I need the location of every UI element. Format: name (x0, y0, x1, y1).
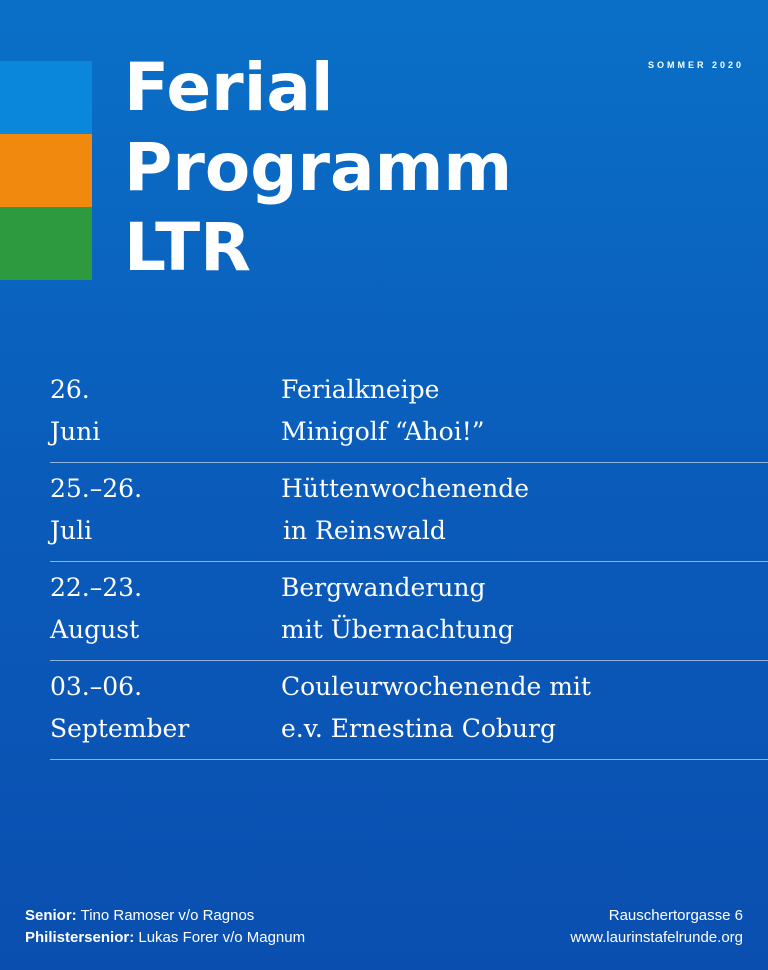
event-title-line-2: e.v. Ernestina Coburg (281, 714, 556, 743)
event-date-day: 22.–23. (50, 573, 143, 602)
event-title-line-2: Minigolf “Ahoi!” (281, 417, 485, 446)
philistersenior-label: Philistersenior: (25, 929, 135, 946)
event-title-line-2: in Reinswald (283, 516, 446, 545)
event-date-month: August (50, 615, 140, 644)
event-date: 03.–06. September (50, 666, 270, 750)
event-date-day: 03.–06. (50, 672, 143, 701)
page-title: Ferial Programm LTR (124, 48, 604, 288)
event-title: Ferialkneipe Minigolf “Ahoi!” (281, 369, 761, 453)
senior-row: Senior: Tino Ramoser v/o Ragnos (25, 905, 305, 927)
event-date: 22.–23. August (50, 567, 270, 651)
event-title-line-1: Couleurwochenende mit (281, 672, 591, 701)
event-title: Couleurwochenende mit e.v. Ernestina Cob… (281, 666, 761, 750)
street-address: Rauschertorgasse 6 (608, 907, 743, 924)
event-title-line-1: Hüttenwochenende (281, 474, 530, 503)
event-row: 22.–23. August Bergwanderung mit Übernac… (50, 562, 768, 661)
senior-name: Tino Ramoser v/o Ragnos (80, 907, 255, 924)
orange-color-stripe (0, 134, 92, 207)
footer-contacts: Senior: Tino Ramoser v/o Ragnos Philiste… (25, 905, 305, 949)
event-title-line-2: mit Übernachtung (281, 615, 514, 644)
event-title-line-1: Bergwanderung (281, 573, 486, 602)
event-title-line-1: Ferialkneipe (281, 375, 440, 404)
event-date-month: Juni (50, 417, 101, 446)
senior-label: Senior: (25, 907, 77, 924)
season-label: SOMMER 2020 (647, 60, 744, 70)
green-color-stripe (0, 207, 92, 280)
event-date-month: September (50, 714, 190, 743)
event-list: 26. Juni Ferialkneipe Minigolf “Ahoi!” 2… (50, 364, 768, 760)
event-date: 26. Juni (50, 369, 270, 453)
event-date: 25.–26. Juli (50, 468, 270, 552)
event-date-month: Juli (50, 516, 93, 545)
title-line-1: Ferial (124, 49, 334, 126)
event-date-day: 25.–26. (50, 474, 143, 503)
event-title: Bergwanderung mit Übernachtung (281, 567, 761, 651)
event-date-day: 26. (50, 375, 90, 404)
event-title: Hüttenwochenende in Reinswald (281, 468, 761, 552)
philistersenior-row: Philistersenior: Lukas Forer v/o Magnum (25, 927, 305, 949)
title-line-2: Programm (124, 129, 513, 206)
event-row: 26. Juni Ferialkneipe Minigolf “Ahoi!” (50, 364, 768, 463)
blue-color-stripe (0, 61, 92, 134)
website-link[interactable]: www.laurinstafelrunde.org (570, 929, 743, 946)
philistersenior-name: Lukas Forer v/o Magnum (138, 929, 306, 946)
footer-address: Rauschertorgasse 6 www.laurinstafelrunde… (570, 905, 743, 949)
title-line-3: LTR (124, 209, 251, 286)
event-row: 25.–26. Juli Hüttenwochenende in Reinswa… (50, 463, 768, 562)
event-row: 03.–06. September Couleurwochenende mit … (50, 661, 768, 760)
